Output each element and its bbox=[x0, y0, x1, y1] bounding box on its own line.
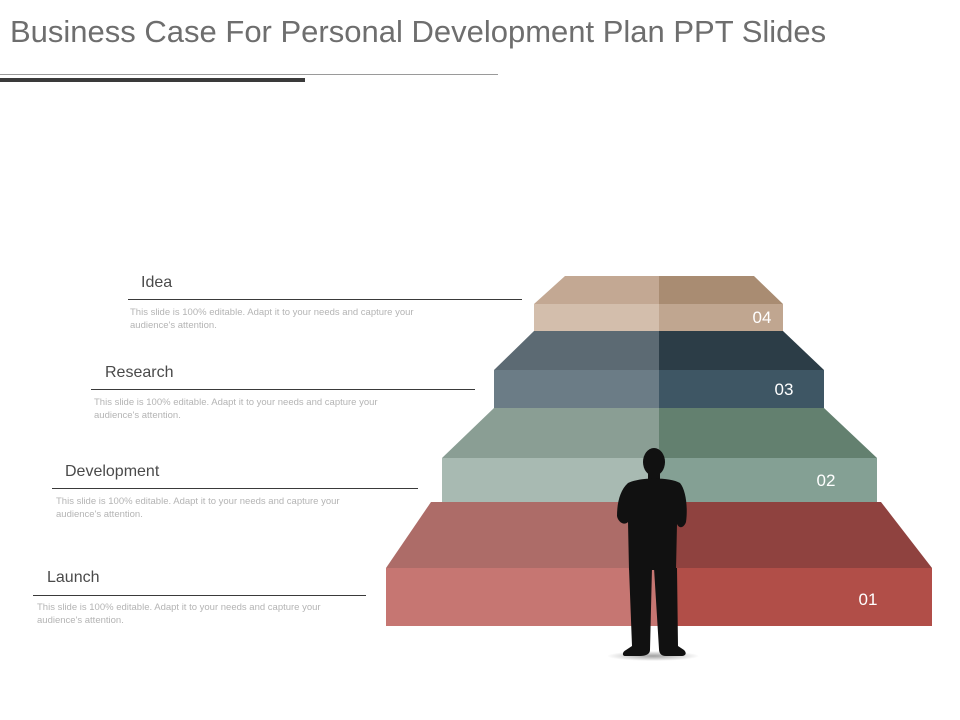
label-line-idea bbox=[128, 299, 522, 300]
step-03-number: 03 bbox=[775, 380, 794, 399]
step-04-top-left bbox=[534, 276, 659, 304]
step-03-front-right bbox=[659, 370, 824, 408]
title-underline-thick bbox=[0, 78, 305, 82]
step-02-top-left bbox=[442, 408, 659, 458]
step-01-front-right bbox=[659, 568, 932, 626]
step-04-front-right bbox=[659, 304, 783, 331]
label-line-research bbox=[91, 389, 475, 390]
step-03-front-left bbox=[494, 370, 659, 408]
step-01: 01 bbox=[386, 502, 932, 626]
description-research: This slide is 100% editable. Adapt it to… bbox=[94, 397, 378, 421]
slide-title: Business Case For Personal Development P… bbox=[10, 14, 827, 49]
step-04-number: 04 bbox=[753, 308, 772, 327]
step-01-top-left bbox=[386, 502, 659, 568]
step-02-number: 02 bbox=[817, 471, 836, 490]
step-01-number: 01 bbox=[859, 590, 878, 609]
person-silhouette-icon bbox=[607, 448, 699, 661]
label-development: Development bbox=[65, 463, 160, 480]
step-03: 03 bbox=[494, 331, 824, 408]
description-launch: This slide is 100% editable. Adapt it to… bbox=[37, 602, 321, 626]
label-research: Research bbox=[105, 364, 174, 381]
step-04: 04 bbox=[534, 276, 783, 331]
label-launch: Launch bbox=[47, 569, 100, 586]
description-development: This slide is 100% editable. Adapt it to… bbox=[56, 496, 340, 520]
step-03-top-right bbox=[659, 331, 824, 370]
label-line-launch bbox=[33, 595, 366, 596]
step-01-front-left bbox=[386, 568, 659, 626]
step-02-front-right bbox=[659, 458, 877, 502]
step-03-top-left bbox=[494, 331, 659, 370]
step-02-top-right bbox=[659, 408, 877, 458]
step-04-top-right bbox=[659, 276, 783, 304]
title-underline-thin bbox=[0, 74, 498, 75]
step-01-top-right bbox=[659, 502, 932, 568]
step-02: 02 bbox=[442, 408, 877, 502]
step-04-front-left bbox=[534, 304, 659, 331]
label-line-development bbox=[52, 488, 418, 489]
description-idea: This slide is 100% editable. Adapt it to… bbox=[130, 307, 414, 331]
label-idea: Idea bbox=[141, 274, 173, 291]
